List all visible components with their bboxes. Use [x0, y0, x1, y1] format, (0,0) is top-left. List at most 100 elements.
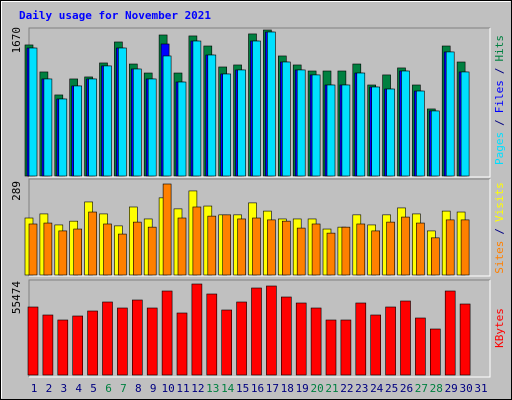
bar	[103, 65, 112, 177]
x-tick-label: 27	[415, 382, 428, 395]
x-tick-label: 12	[191, 382, 204, 395]
x-tick-label: 6	[105, 382, 112, 395]
legend-entry: Files	[493, 80, 506, 113]
legend-separator: /	[493, 68, 506, 75]
bar	[371, 86, 381, 177]
bar	[147, 226, 157, 276]
bar	[341, 84, 351, 177]
bar	[133, 68, 142, 177]
bar	[162, 55, 172, 177]
bar	[73, 228, 82, 276]
bar	[206, 293, 218, 376]
bar	[237, 218, 246, 276]
x-tick-label: 14	[221, 382, 235, 395]
bar	[72, 315, 83, 376]
x-tick-label: 26	[400, 382, 413, 395]
bar	[192, 40, 202, 177]
x-tick-label: 2	[46, 382, 53, 395]
bar	[430, 110, 440, 177]
x-tick-label: 25	[385, 382, 398, 395]
legend-entry: KBytes	[493, 308, 506, 348]
x-tick-label: 13	[206, 382, 219, 395]
x-tick-label: 1	[31, 382, 38, 395]
bar	[460, 71, 470, 177]
bar	[386, 221, 395, 276]
bar	[73, 85, 82, 177]
bar	[341, 226, 351, 276]
bar	[401, 216, 410, 276]
y-tick-label: 55474	[10, 281, 23, 314]
x-tick-label: 19	[296, 382, 309, 395]
panel-bevel	[29, 280, 491, 378]
bar	[177, 217, 187, 276]
bar	[43, 222, 53, 276]
bar	[386, 88, 395, 177]
bar	[400, 300, 411, 376]
bar	[430, 237, 440, 276]
bar	[147, 78, 157, 177]
x-tick-label: 4	[75, 382, 82, 395]
x-tick-label: 22	[340, 382, 353, 395]
x-tick-label: 28	[430, 382, 443, 395]
x-tick-label: 17	[266, 382, 279, 395]
bar	[118, 47, 127, 177]
bar	[57, 319, 69, 376]
bar	[267, 219, 276, 276]
bar	[459, 303, 471, 376]
bar	[207, 215, 217, 276]
bar	[295, 302, 307, 376]
x-tick-label: 21	[325, 382, 338, 395]
x-tick-label: 10	[161, 382, 174, 395]
bar	[326, 84, 336, 177]
bar	[146, 307, 158, 376]
bar	[371, 230, 381, 276]
bar	[221, 309, 232, 376]
legend: KBytes	[493, 308, 506, 348]
bar	[236, 301, 247, 376]
bar	[266, 285, 277, 376]
legend-separator: /	[493, 119, 506, 126]
x-tick-label: 23	[355, 382, 368, 395]
bar	[43, 78, 53, 177]
bar	[161, 290, 173, 376]
x-tick-label: 24	[370, 382, 384, 395]
x-tick-label: 8	[135, 382, 142, 395]
bar	[445, 51, 455, 177]
legend: Pages / Files / Hits	[493, 35, 506, 165]
x-tick-label: 30	[459, 382, 472, 395]
bar	[191, 283, 203, 376]
bar	[267, 31, 276, 177]
bar	[252, 217, 261, 276]
bar	[177, 81, 187, 177]
x-tick-label: 9	[150, 382, 157, 395]
bar	[325, 319, 337, 376]
x-tick-label: 3	[60, 382, 67, 395]
bar	[87, 310, 98, 376]
bar	[133, 221, 142, 276]
bar	[28, 47, 38, 177]
bar	[444, 290, 456, 376]
y-tick-label: 1670	[10, 27, 23, 54]
bar	[356, 72, 366, 177]
x-tick-label: 18	[281, 382, 294, 395]
bar	[102, 301, 113, 376]
bar	[281, 220, 291, 276]
bar	[222, 214, 231, 276]
bar	[355, 302, 367, 376]
bar	[281, 61, 291, 177]
bar	[296, 227, 306, 276]
bar	[460, 219, 470, 276]
bar	[340, 319, 352, 376]
bar	[311, 223, 321, 276]
legend-entry: Hits	[493, 35, 506, 62]
bar	[192, 206, 202, 276]
x-tick-label: 15	[236, 382, 249, 395]
bar	[27, 306, 39, 376]
bar	[58, 230, 68, 276]
bar	[237, 69, 246, 177]
x-tick-label: 29	[445, 382, 458, 395]
legend-entry: Visits	[493, 182, 506, 222]
y-tick-label: 289	[10, 181, 23, 201]
